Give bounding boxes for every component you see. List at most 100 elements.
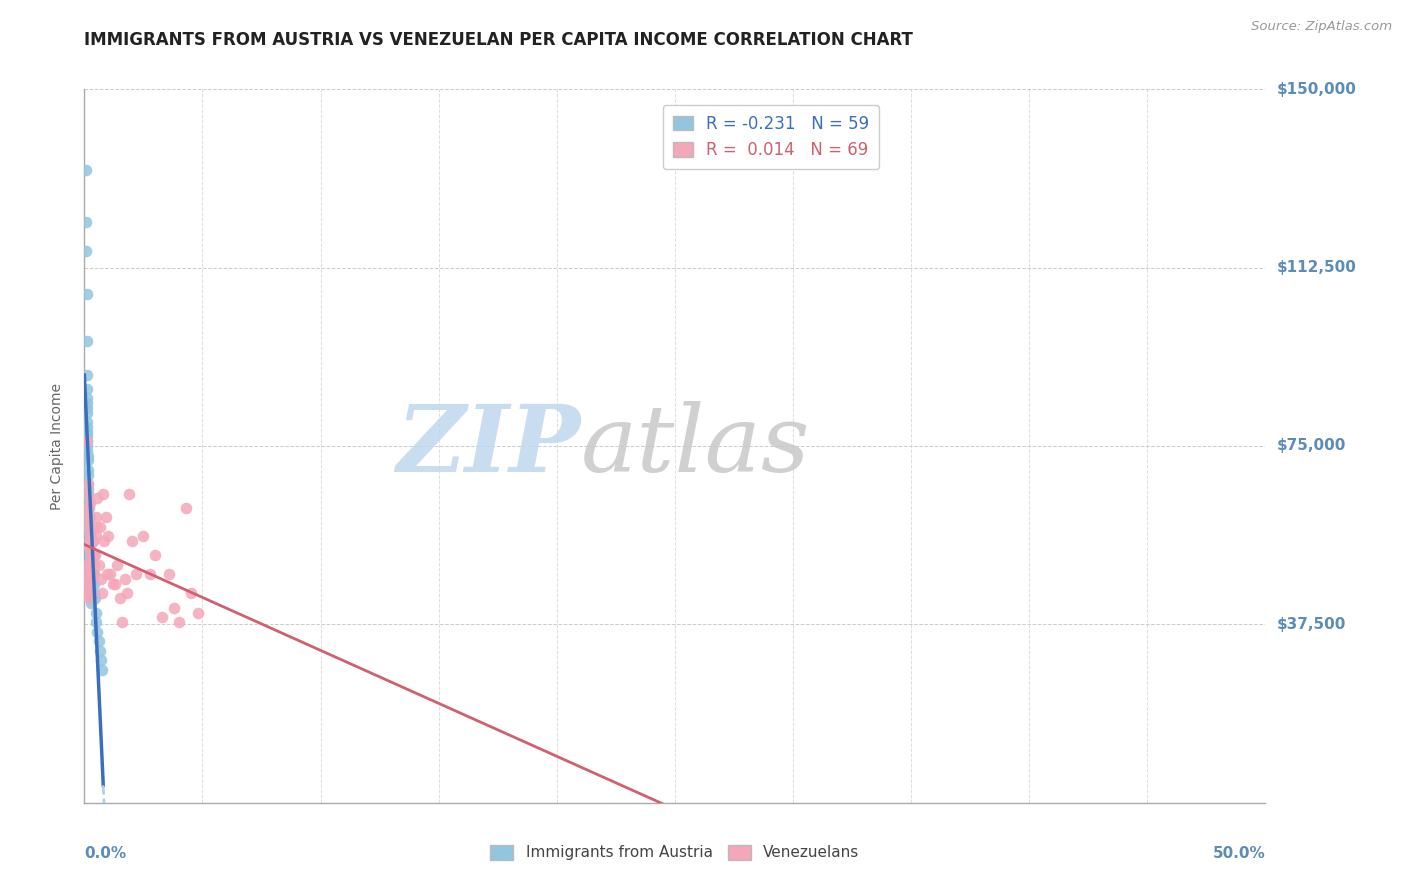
Point: [132, 529, 155, 543]
Point: [121, 534, 143, 549]
Point: [83, 586, 105, 600]
Point: [84, 606, 107, 620]
Point: [84, 591, 107, 606]
Point: [115, 586, 138, 600]
Point: [157, 567, 180, 582]
Point: [91, 586, 114, 600]
Point: [80, 534, 103, 549]
Point: [80, 572, 103, 586]
Point: [76, 415, 98, 429]
Point: [79, 496, 101, 510]
Point: [76, 392, 98, 406]
Point: [80, 596, 103, 610]
Point: [76, 286, 98, 301]
Point: [94, 510, 117, 524]
Point: [104, 577, 127, 591]
Point: [76, 396, 98, 410]
Point: [77, 586, 100, 600]
Point: [79, 510, 101, 524]
Point: [79, 539, 101, 553]
Point: [90, 653, 112, 667]
Point: [89, 643, 111, 657]
Point: [107, 558, 129, 572]
Point: [80, 577, 103, 591]
Point: [77, 520, 100, 534]
Point: [77, 577, 100, 591]
Point: [77, 539, 100, 553]
Point: [77, 463, 100, 477]
Point: [80, 591, 103, 606]
Point: [82, 558, 104, 572]
Point: [91, 663, 114, 677]
Point: [79, 563, 101, 577]
Point: [76, 443, 98, 458]
Legend: Immigrants from Austria, Venezuelans: Immigrants from Austria, Venezuelans: [484, 838, 866, 866]
Point: [101, 577, 124, 591]
Point: [139, 567, 162, 582]
Point: [77, 482, 100, 496]
Point: [77, 477, 100, 491]
Point: [77, 453, 100, 467]
Text: IMMIGRANTS FROM AUSTRIA VS VENEZUELAN PER CAPITA INCOME CORRELATION CHART: IMMIGRANTS FROM AUSTRIA VS VENEZUELAN PE…: [84, 31, 914, 49]
Point: [118, 486, 141, 500]
Point: [76, 434, 98, 449]
Point: [89, 520, 111, 534]
Point: [83, 577, 105, 591]
Text: atlas: atlas: [581, 401, 810, 491]
Point: [80, 586, 103, 600]
Point: [76, 420, 98, 434]
Text: 0.0%: 0.0%: [84, 846, 127, 861]
Point: [80, 549, 103, 563]
Point: [77, 534, 100, 549]
Point: [174, 500, 197, 515]
Point: [84, 529, 107, 543]
Point: [82, 534, 104, 549]
Point: [75, 163, 97, 178]
Point: [80, 558, 103, 572]
Point: [77, 496, 100, 510]
Point: [79, 567, 101, 582]
Point: [167, 615, 190, 629]
Point: [96, 567, 118, 582]
Text: ZIP: ZIP: [396, 401, 581, 491]
Point: [77, 500, 100, 515]
Point: [76, 486, 98, 500]
Point: [77, 567, 100, 582]
Point: [143, 549, 166, 563]
Point: [75, 215, 97, 229]
Point: [83, 549, 105, 563]
Point: [77, 491, 100, 506]
Point: [76, 406, 98, 420]
Point: [84, 549, 107, 563]
Point: [77, 591, 100, 606]
Point: [76, 429, 98, 443]
Point: [80, 582, 103, 596]
Point: [180, 586, 202, 600]
Point: [76, 334, 98, 349]
Y-axis label: Per Capita Income: Per Capita Income: [49, 383, 63, 509]
Text: $75,000: $75,000: [1277, 439, 1346, 453]
Point: [87, 558, 110, 572]
Point: [82, 549, 104, 563]
Point: [187, 606, 209, 620]
Point: [84, 615, 107, 629]
Point: [83, 558, 105, 572]
Point: [98, 567, 121, 582]
Text: Source: ZipAtlas.com: Source: ZipAtlas.com: [1251, 20, 1392, 33]
Point: [77, 524, 100, 539]
Point: [76, 577, 98, 591]
Point: [111, 615, 134, 629]
Point: [75, 567, 97, 582]
Point: [76, 558, 98, 572]
Point: [76, 434, 98, 449]
Point: [86, 491, 108, 506]
Point: [83, 567, 105, 582]
Point: [79, 558, 101, 572]
Point: [91, 486, 114, 500]
Point: [82, 534, 104, 549]
Point: [77, 477, 100, 491]
Point: [76, 439, 98, 453]
Point: [108, 591, 131, 606]
Point: [90, 572, 112, 586]
Point: [79, 558, 101, 572]
